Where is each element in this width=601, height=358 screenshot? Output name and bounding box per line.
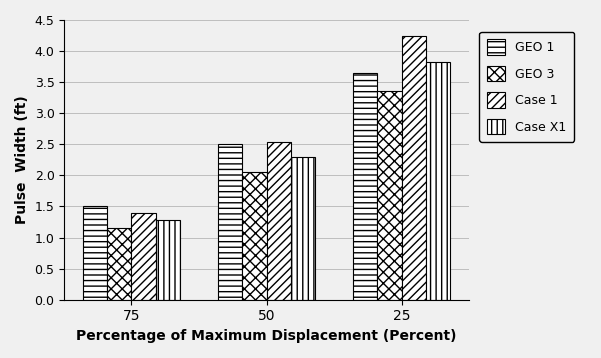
- Y-axis label: Pulse  Width (ft): Pulse Width (ft): [15, 96, 29, 224]
- Bar: [218, 144, 242, 300]
- Bar: [266, 142, 291, 300]
- Bar: [107, 228, 132, 300]
- Bar: [83, 207, 107, 300]
- X-axis label: Percentage of Maximum Displacement (Percent): Percentage of Maximum Displacement (Perc…: [76, 329, 457, 343]
- Bar: [291, 157, 315, 300]
- Bar: [353, 73, 377, 300]
- Bar: [426, 62, 450, 300]
- Bar: [156, 220, 180, 300]
- Legend: GEO 1, GEO 3, Case 1, Case X1: GEO 1, GEO 3, Case 1, Case X1: [479, 32, 574, 142]
- Bar: [377, 92, 401, 300]
- Bar: [132, 213, 156, 300]
- Bar: [401, 35, 426, 300]
- Bar: [242, 172, 266, 300]
